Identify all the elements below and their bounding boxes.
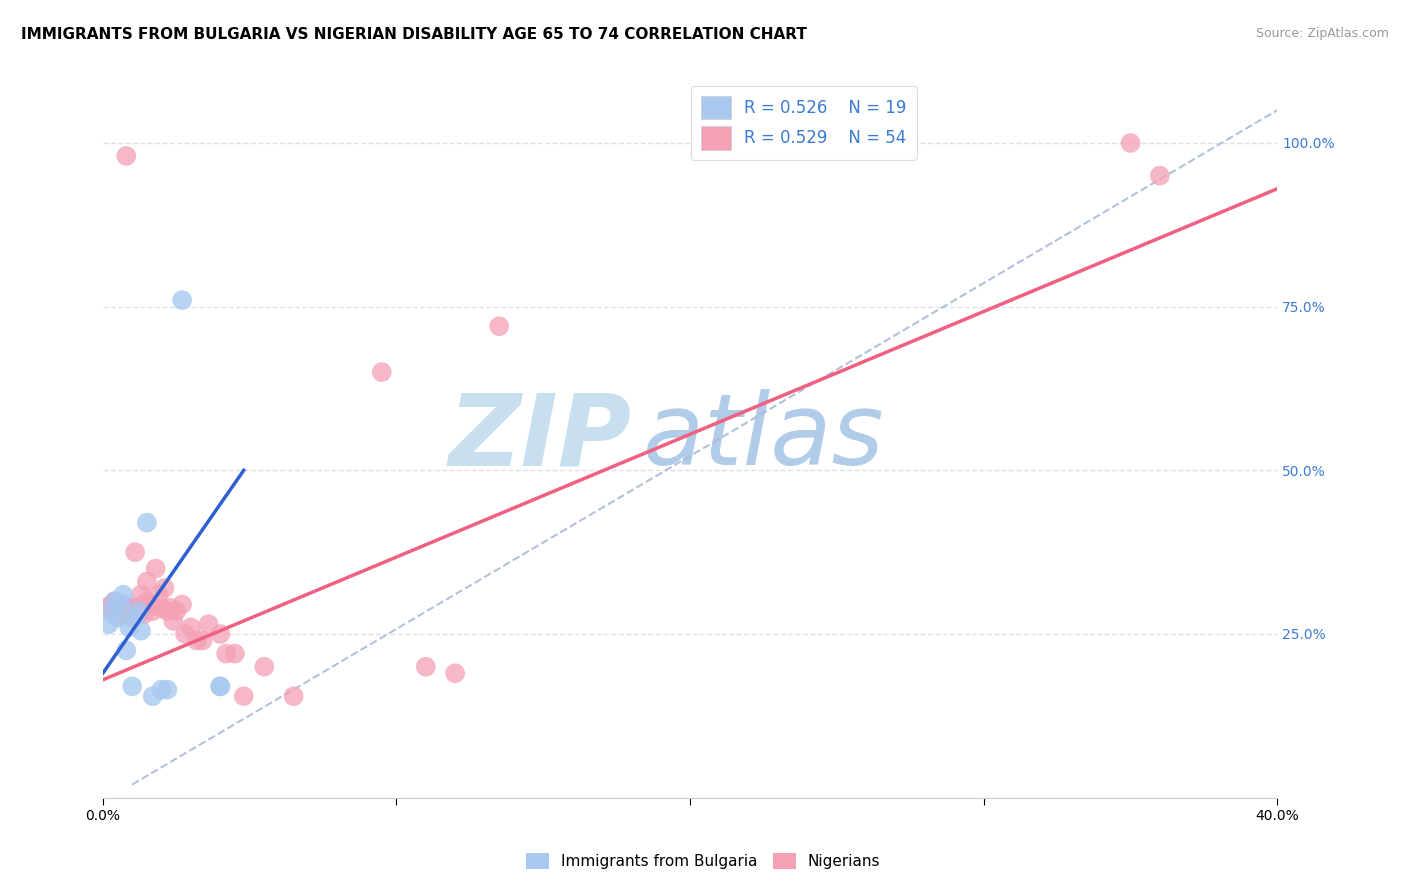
Point (232, 689, 254, 703)
Point (97, 617, 120, 632)
Point (100, 598, 122, 612)
Legend: Immigrants from Bulgaria, Nigerians: Immigrants from Bulgaria, Nigerians (520, 847, 886, 875)
Point (135, 594, 157, 608)
Point (112, 604, 135, 618)
Point (103, 594, 125, 608)
Text: atlas: atlas (643, 389, 884, 486)
Point (107, 607, 129, 622)
Point (142, 689, 165, 703)
Point (129, 624, 152, 638)
Point (135, 516, 157, 530)
Point (371, 365, 394, 379)
Point (103, 594, 125, 608)
Point (124, 545, 146, 559)
Point (97, 604, 120, 618)
Point (115, 643, 138, 657)
Point (191, 633, 214, 648)
Point (1149, 169, 1171, 183)
Point (283, 689, 305, 703)
Text: ZIP: ZIP (449, 389, 631, 486)
Point (127, 607, 149, 622)
Point (121, 600, 143, 615)
Point (112, 588, 135, 602)
Point (209, 679, 232, 693)
Legend: R = 0.526    N = 19, R = 0.529    N = 54: R = 0.526 N = 19, R = 0.529 N = 54 (690, 86, 917, 160)
Point (124, 610, 146, 624)
Point (150, 682, 173, 697)
Point (139, 598, 162, 612)
Point (444, 666, 467, 681)
Point (115, 604, 138, 618)
Point (107, 598, 129, 612)
Point (127, 604, 149, 618)
Point (100, 604, 122, 618)
Point (110, 598, 132, 612)
Point (153, 581, 176, 595)
Point (253, 659, 276, 673)
Point (215, 647, 238, 661)
Point (224, 647, 246, 661)
Point (162, 614, 184, 628)
Point (115, 149, 138, 163)
Point (156, 682, 179, 697)
Point (118, 620, 141, 634)
Text: Source: ZipAtlas.com: Source: ZipAtlas.com (1256, 27, 1389, 40)
Point (165, 604, 187, 618)
Point (1119, 136, 1142, 150)
Point (150, 600, 173, 615)
Text: IMMIGRANTS FROM BULGARIA VS NIGERIAN DISABILITY AGE 65 TO 74 CORRELATION CHART: IMMIGRANTS FROM BULGARIA VS NIGERIAN DIS… (21, 27, 807, 42)
Point (124, 607, 146, 622)
Point (170, 598, 193, 612)
Point (148, 588, 170, 602)
Point (145, 561, 167, 575)
Point (110, 604, 132, 618)
Point (103, 600, 125, 615)
Point (121, 679, 143, 693)
Point (121, 610, 143, 624)
Point (209, 679, 232, 693)
Point (135, 574, 157, 589)
Point (129, 588, 152, 602)
Point (209, 627, 232, 641)
Point (170, 293, 193, 307)
Point (180, 620, 202, 634)
Point (129, 600, 152, 615)
Point (107, 610, 129, 624)
Point (415, 659, 437, 673)
Point (159, 600, 181, 615)
Point (186, 633, 208, 648)
Point (112, 598, 135, 612)
Point (118, 607, 141, 622)
Point (110, 598, 132, 612)
Point (156, 604, 179, 618)
Point (132, 607, 155, 622)
Point (127, 600, 149, 615)
Point (118, 600, 141, 615)
Point (488, 319, 510, 334)
Point (197, 617, 219, 632)
Point (94, 600, 117, 615)
Point (174, 627, 197, 641)
Point (142, 604, 165, 618)
